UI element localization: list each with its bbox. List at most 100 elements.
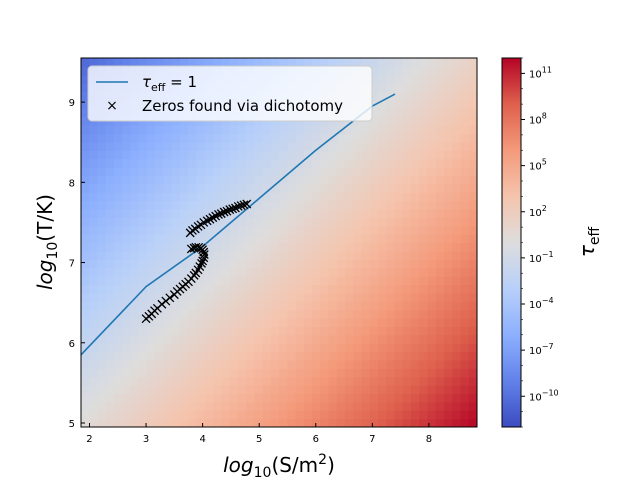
heatmap-cell (378, 66, 387, 76)
heatmap-cell (328, 301, 338, 311)
colorbar-tick-label: 105 (529, 158, 547, 173)
heatmap-cell (394, 317, 404, 327)
heatmap-cell (180, 359, 189, 369)
heatmap-cell (452, 410, 462, 420)
heatmap-cell (81, 418, 90, 427)
heatmap-cell (97, 326, 107, 336)
heatmap-cell (444, 276, 453, 286)
heatmap-cell (444, 250, 453, 260)
heatmap-cell (237, 192, 247, 202)
heatmap-cell (411, 410, 420, 420)
heatmap-cell (122, 418, 132, 427)
heatmap-cell (427, 125, 437, 135)
heatmap-cell (130, 242, 140, 252)
heatmap-cell (468, 259, 477, 269)
heatmap-cell (188, 368, 198, 378)
heatmap-cell (427, 418, 437, 427)
heatmap-cell (237, 317, 247, 327)
heatmap-cell (353, 250, 363, 260)
heatmap-cell (229, 242, 239, 252)
heatmap-cell (468, 309, 477, 319)
heatmap-cell (213, 167, 222, 177)
heatmap-cell (419, 183, 429, 193)
heatmap-cell (254, 242, 264, 252)
heatmap-cell (138, 234, 148, 244)
heatmap-cell (303, 276, 313, 286)
heatmap-cell (287, 334, 297, 344)
heatmap-cell (163, 326, 173, 336)
heatmap-cell (279, 309, 288, 319)
heatmap-cell (411, 393, 420, 403)
heatmap-cell (435, 234, 445, 244)
heatmap-cell (204, 276, 214, 286)
heatmap-cell (114, 175, 123, 185)
heatmap-cell (320, 133, 330, 143)
heatmap-cell (114, 284, 123, 294)
heatmap-cell (138, 401, 148, 411)
heatmap-cell (460, 91, 470, 101)
heatmap-cell (122, 410, 132, 420)
heatmap-cell (246, 141, 255, 151)
heatmap-cell (394, 158, 404, 168)
heatmap-cell (122, 259, 132, 269)
heatmap-cell (180, 343, 189, 353)
heatmap-cell (435, 418, 445, 427)
heatmap-cell (221, 242, 231, 252)
heatmap-cell (336, 259, 346, 269)
heatmap-cell (138, 192, 148, 202)
heatmap-cell (237, 141, 247, 151)
heatmap-cell (435, 326, 445, 336)
heatmap-cell (237, 309, 247, 319)
heatmap-cell (468, 217, 477, 227)
heatmap-cell (287, 351, 297, 361)
heatmap-cell (122, 225, 132, 235)
heatmap-cell (105, 150, 115, 160)
heatmap-cell (262, 158, 272, 168)
heatmap-cell (287, 183, 297, 193)
heatmap-cell (138, 208, 148, 218)
heatmap-cell (402, 225, 412, 235)
heatmap-cell (81, 99, 90, 109)
heatmap-cell (369, 401, 379, 411)
heatmap-cell (270, 58, 280, 67)
heatmap-cell (204, 359, 214, 369)
heatmap-cell (386, 385, 396, 395)
heatmap-cell (320, 368, 330, 378)
heatmap-cell (394, 351, 404, 361)
heatmap-cell (105, 301, 115, 311)
zero-marker (219, 207, 229, 217)
heatmap-cell (81, 234, 90, 244)
heatmap-cell (204, 351, 214, 361)
heatmap-cell (171, 267, 181, 277)
heatmap-cell (427, 83, 437, 93)
heatmap-cell (345, 284, 354, 294)
heatmap-cell (229, 58, 239, 67)
heatmap-cell (155, 317, 165, 327)
heatmap-cell (394, 284, 404, 294)
heatmap-cell (221, 58, 231, 67)
heatmap-cell (353, 292, 363, 302)
heatmap-cell (279, 183, 288, 193)
heatmap-cell (402, 167, 412, 177)
heatmap-cell (279, 326, 288, 336)
heatmap-cell (89, 343, 99, 353)
heatmap-cell (295, 183, 305, 193)
heatmap-cell (435, 259, 445, 269)
heatmap-cell (237, 167, 247, 177)
heatmap-cell (246, 133, 255, 143)
heatmap-cell (246, 385, 255, 395)
heatmap-cell (204, 343, 214, 353)
heatmap-cell (468, 150, 477, 160)
heatmap-cell (303, 225, 313, 235)
heatmap-cell (411, 91, 420, 101)
heatmap-cell (155, 150, 165, 160)
heatmap-cell (163, 200, 173, 210)
zero-marker (225, 205, 235, 215)
heatmap-cell (353, 359, 363, 369)
heatmap-cell (452, 58, 462, 67)
heatmap-cell (213, 410, 222, 420)
heatmap-cell (303, 309, 313, 319)
heatmap-cell (155, 133, 165, 143)
heatmap-cell (229, 410, 239, 420)
heatmap-cell (402, 74, 412, 84)
